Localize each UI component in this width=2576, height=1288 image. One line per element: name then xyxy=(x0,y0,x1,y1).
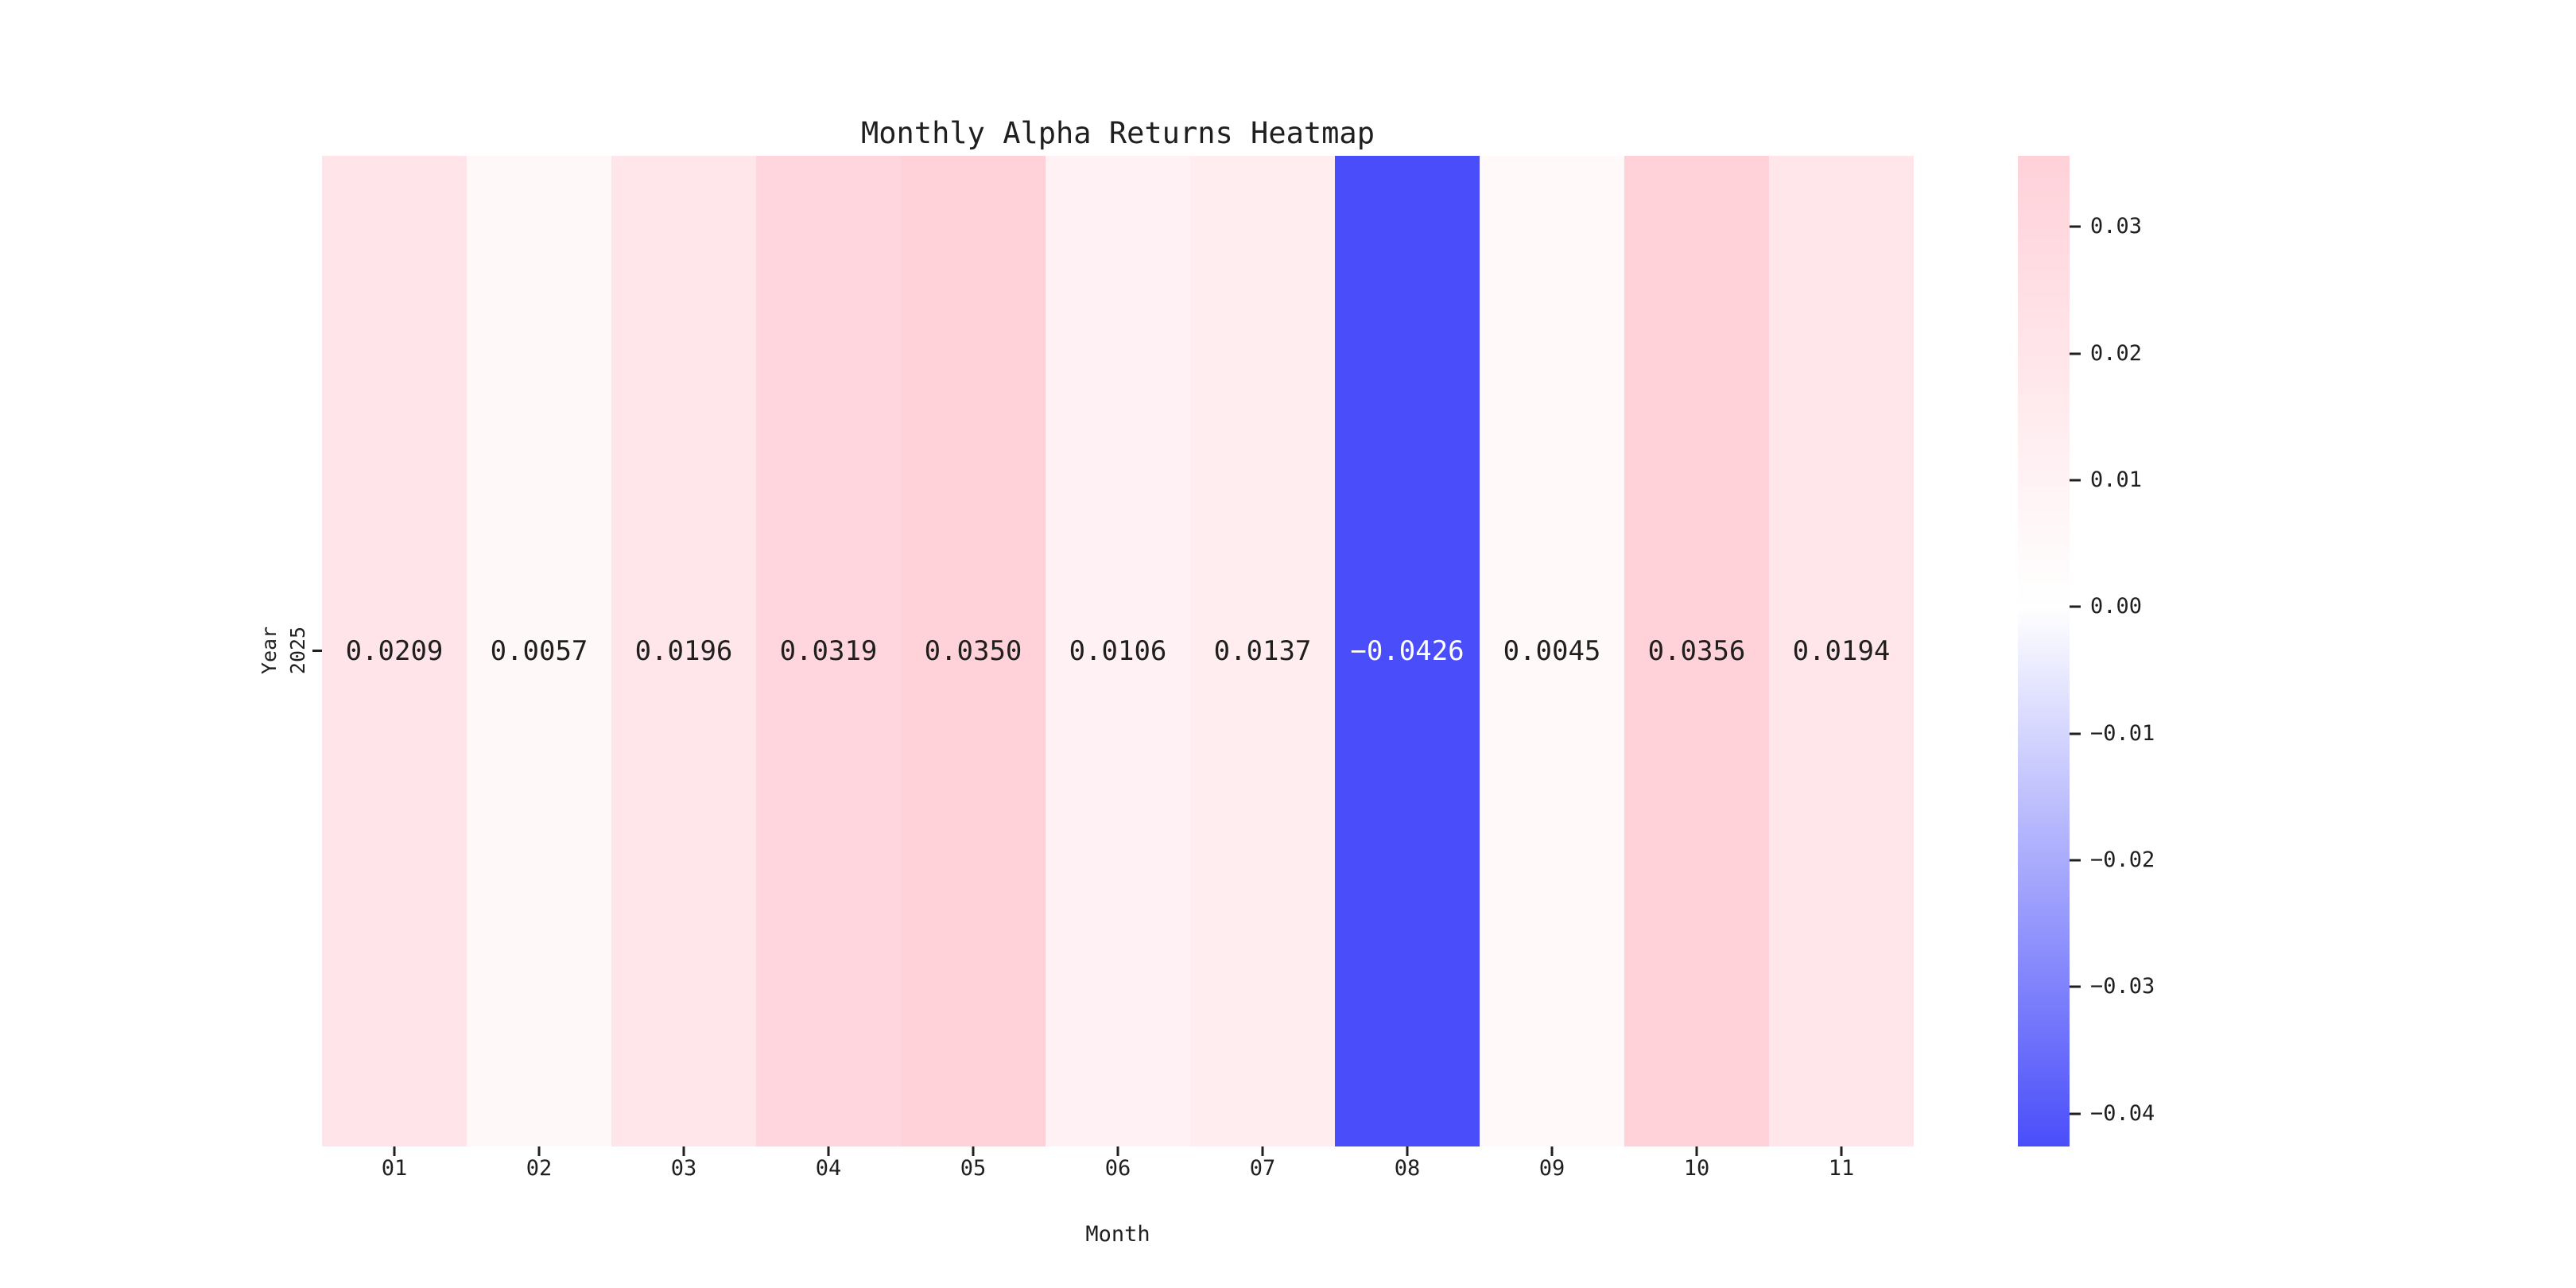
colorbar-tick-mark xyxy=(2070,859,2081,862)
x-tick-label-09: 09 xyxy=(1538,1156,1565,1181)
x-tick-label-01: 01 xyxy=(381,1156,408,1181)
heatmap-cell-01: 0.0209 xyxy=(322,156,467,1146)
x-tick-label-11: 11 xyxy=(1828,1156,1855,1181)
x-axis-ticks: 01 02 03 04 05 06 07 08 09 10 11 xyxy=(322,1146,1914,1202)
cell-value-label: 0.0196 xyxy=(634,635,733,667)
cell-value-label: −0.0426 xyxy=(1350,635,1465,667)
x-tick-mark xyxy=(1406,1146,1409,1156)
heatmap-cell-05: 0.0350 xyxy=(901,156,1046,1146)
chart-title: Monthly Alpha Returns Heatmap xyxy=(860,116,1375,150)
cell-value-label: 0.0194 xyxy=(1792,635,1891,667)
x-tick-label-02: 02 xyxy=(526,1156,553,1181)
x-tick-mark xyxy=(1261,1146,1264,1156)
cell-value-label: 0.0137 xyxy=(1213,635,1312,667)
colorbar-tick-label: −0.04 xyxy=(2090,1100,2155,1126)
cell-value-label: 0.0106 xyxy=(1069,635,1167,667)
x-tick-mark xyxy=(1840,1146,1843,1156)
cell-value-label: 0.0350 xyxy=(924,635,1022,667)
cell-value-label: 0.0209 xyxy=(345,635,444,667)
heatmap-cell-02: 0.0057 xyxy=(467,156,611,1146)
colorbar-tick-label: −0.01 xyxy=(2090,720,2155,746)
heatmap-cell-09: 0.0045 xyxy=(1480,156,1624,1146)
heatmap-cell-03: 0.0196 xyxy=(611,156,756,1146)
x-tick-label-03: 03 xyxy=(670,1156,697,1181)
colorbar-tick-mark xyxy=(2070,985,2081,988)
x-axis-label: Month xyxy=(1085,1222,1150,1247)
colorbar-ticks: 0.03 0.02 0.01 0.00 −0.01 −0.02 −0.03 −0.04 xyxy=(2070,156,2260,1146)
heatmap-cell-07: 0.0137 xyxy=(1190,156,1335,1146)
x-tick-mark xyxy=(1550,1146,1554,1156)
x-tick-label-10: 10 xyxy=(1683,1156,1710,1181)
cell-value-label: 0.0319 xyxy=(779,635,878,667)
cell-value-label: 0.0045 xyxy=(1503,635,1601,667)
x-tick-mark xyxy=(1695,1146,1698,1156)
heatmap-cell-11: 0.0194 xyxy=(1769,156,1914,1146)
x-tick-label-08: 08 xyxy=(1394,1156,1421,1181)
y-tick-mark xyxy=(312,650,322,652)
colorbar-tick-mark xyxy=(2070,1112,2081,1115)
x-tick-label-07: 07 xyxy=(1249,1156,1276,1181)
colorbar-tick-label: 0.00 xyxy=(2090,594,2143,619)
heatmap-cell-08: −0.0426 xyxy=(1335,156,1480,1146)
cell-value-label: 0.0356 xyxy=(1647,635,1746,667)
x-tick-mark xyxy=(827,1146,830,1156)
colorbar-tick-label: 0.03 xyxy=(2090,214,2143,239)
colorbar-tick-label: 0.01 xyxy=(2090,467,2143,492)
colorbar-tick-mark xyxy=(2070,352,2081,355)
colorbar-tick-mark xyxy=(2070,732,2081,735)
colorbar-tick-label: −0.03 xyxy=(2090,974,2155,999)
x-tick-label-04: 04 xyxy=(815,1156,842,1181)
colorbar-tick-mark xyxy=(2070,605,2081,608)
x-tick-mark xyxy=(682,1146,685,1156)
colorbar-tick-mark xyxy=(2070,479,2081,482)
heatmap-cell-06: 0.0106 xyxy=(1046,156,1190,1146)
y-tick-label-2025: 2025 xyxy=(286,626,309,675)
heatmap-plot-area: 0.0209 0.0057 0.0196 0.0319 0.0350 0.0106 0.01… xyxy=(322,156,1914,1146)
colorbar-tick-label: −0.02 xyxy=(2090,847,2155,872)
colorbar-tick-label: 0.02 xyxy=(2090,340,2143,366)
x-tick-mark xyxy=(393,1146,396,1156)
heatmap-cell-10: 0.0356 xyxy=(1624,156,1769,1146)
heatmap-cell-04: 0.0319 xyxy=(756,156,901,1146)
cell-value-label: 0.0057 xyxy=(490,635,588,667)
x-tick-mark xyxy=(1116,1146,1119,1156)
x-tick-mark xyxy=(537,1146,541,1156)
colorbar-tick-mark xyxy=(2070,225,2081,228)
x-tick-mark xyxy=(972,1146,975,1156)
colorbar xyxy=(2018,156,2070,1146)
y-axis-label: Year xyxy=(258,626,281,675)
x-tick-label-06: 06 xyxy=(1104,1156,1131,1181)
x-tick-label-05: 05 xyxy=(960,1156,987,1181)
